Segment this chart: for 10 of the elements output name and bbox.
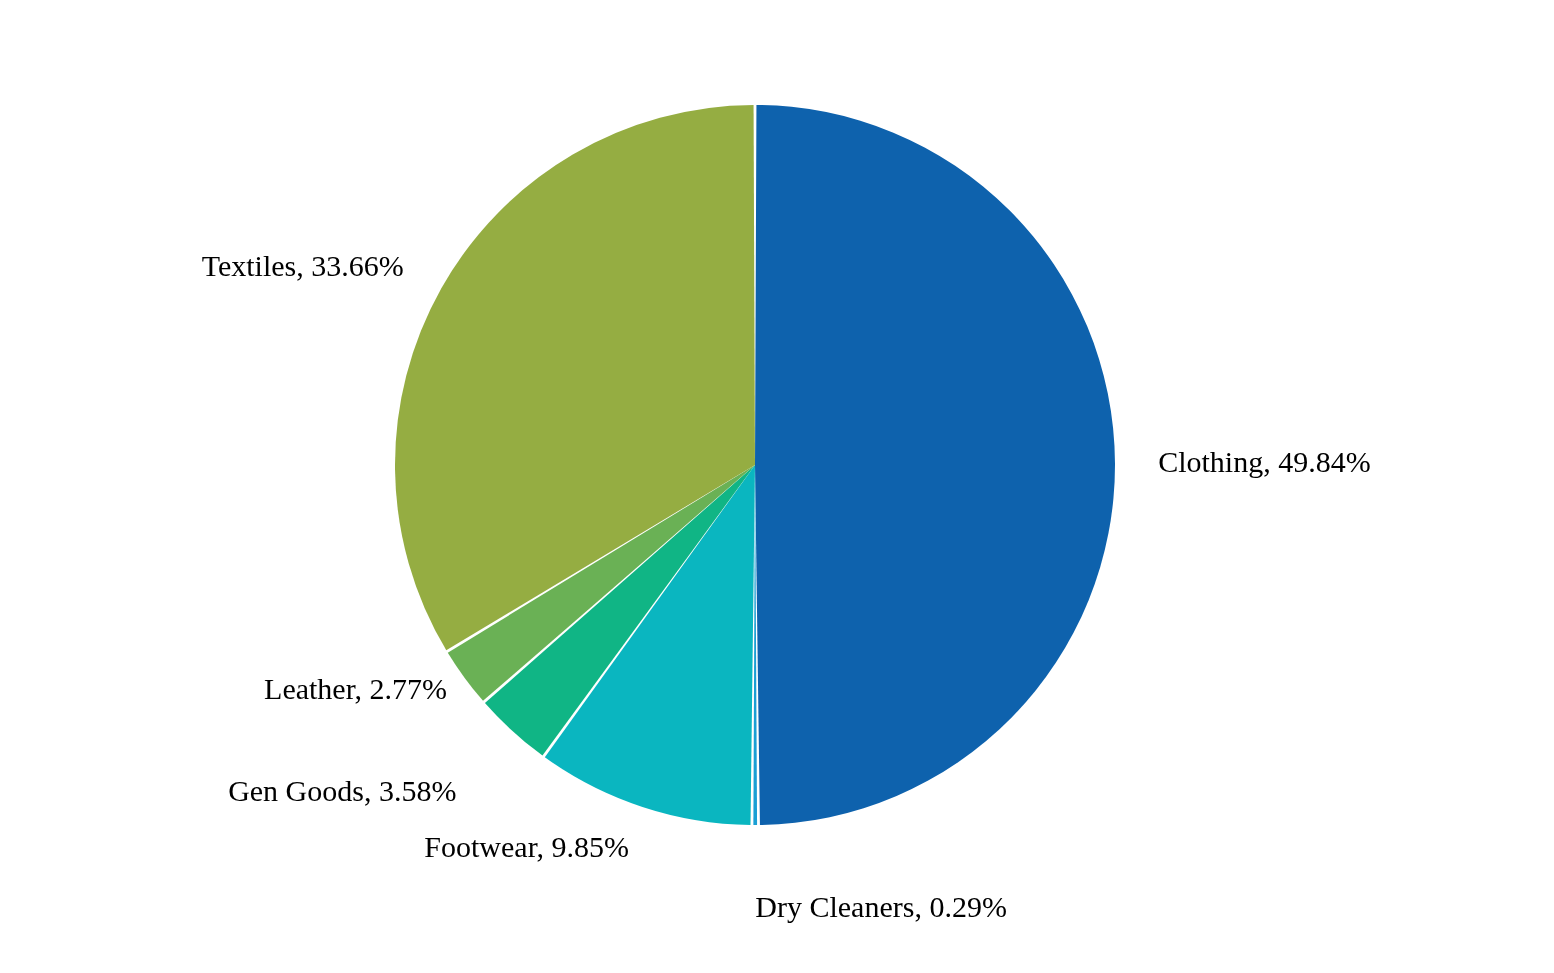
slice-label: Dry Cleaners, 0.29%	[755, 889, 1007, 923]
pie-slice	[544, 465, 755, 825]
slice-label: Leather, 2.77%	[264, 672, 447, 706]
pie-slice	[484, 465, 755, 756]
slice-label: Footwear, 9.85%	[424, 829, 629, 863]
slice-label: Textiles, 33.66%	[201, 249, 404, 283]
pie-slice	[447, 465, 755, 701]
slice-label: Gen Goods, 3.58%	[228, 774, 457, 808]
slice-label: Clothing, 49.84%	[1158, 445, 1371, 479]
pie-slice	[755, 105, 1115, 825]
